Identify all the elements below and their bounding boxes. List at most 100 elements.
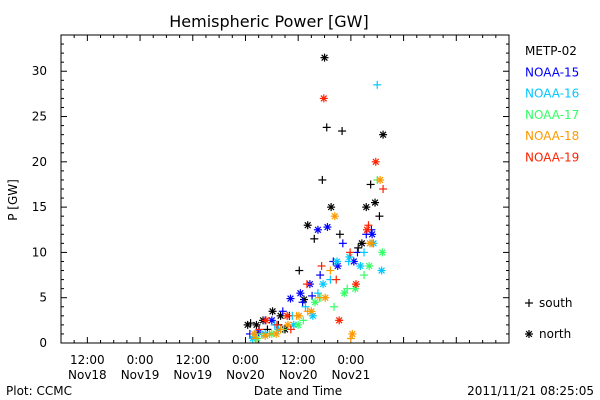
north-data-point — [357, 239, 366, 248]
north-data-point — [311, 298, 320, 307]
north-data-point — [294, 311, 303, 320]
north-data-point — [365, 239, 374, 248]
south-data-point — [525, 299, 533, 307]
x-tick-label: 0:00 — [232, 353, 259, 367]
north-data-point — [323, 223, 332, 232]
x-tick-date-label: Nov19 — [173, 368, 212, 382]
legend-series-label: NOAA-16 — [525, 87, 579, 101]
south-data-point — [366, 180, 375, 189]
south-data-point — [360, 271, 369, 280]
south-data-point — [299, 316, 308, 325]
south-data-point — [330, 302, 339, 311]
south-data-point — [302, 280, 311, 289]
x-tick-label: 12:00 — [70, 353, 105, 367]
south-data-point — [301, 302, 310, 311]
north-data-point — [371, 157, 380, 166]
south-data-point — [255, 325, 264, 334]
legend-symbol-label: north — [539, 327, 571, 341]
south-data-point — [346, 248, 355, 257]
north-data-point — [327, 203, 336, 212]
south-data-point — [360, 248, 369, 257]
north-data-point — [261, 331, 270, 340]
north-data-point — [371, 198, 380, 207]
plot-frame — [60, 34, 510, 344]
north-data-point — [252, 320, 261, 329]
north-data-point — [368, 230, 377, 239]
north-data-point — [272, 329, 281, 338]
north-data-point — [283, 311, 292, 320]
north-data-point — [335, 316, 344, 325]
south-data-point — [332, 275, 341, 284]
north-data-point — [243, 320, 252, 329]
south-data-point — [326, 266, 335, 275]
north-data-point — [330, 212, 339, 221]
south-data-point — [298, 298, 307, 307]
x-tick-label: 12:00 — [281, 353, 316, 367]
x-tick-label: 0:00 — [127, 353, 154, 367]
south-data-point — [272, 320, 281, 329]
x-tick-date-label: Nov19 — [121, 368, 160, 382]
data-points-layer — [243, 53, 388, 343]
north-data-point — [283, 320, 292, 329]
south-data-point — [343, 284, 352, 293]
x-tick-date-label: Nov21 — [332, 368, 371, 382]
south-data-point — [310, 234, 319, 243]
legend-series-label: METP-02 — [525, 44, 577, 58]
x-tick-date-label: Nov20 — [226, 368, 265, 382]
south-data-point — [344, 257, 353, 266]
north-data-point — [377, 266, 386, 275]
axes-layer: 05101520253012:00Nov180:00Nov1912:00Nov1… — [32, 34, 510, 382]
north-data-point — [356, 262, 365, 270]
legend-series-label: NOAA-17 — [525, 108, 579, 122]
south-data-point — [278, 307, 287, 316]
north-data-point — [378, 248, 387, 257]
north-data-point — [296, 289, 305, 298]
south-data-point — [276, 325, 285, 334]
legend-symbol-label: south — [539, 296, 573, 310]
north-data-point — [286, 294, 295, 303]
north-data-point — [319, 94, 328, 103]
south-data-point — [379, 185, 388, 193]
south-data-point — [373, 80, 382, 89]
north-data-point — [525, 330, 533, 338]
south-data-point — [316, 271, 325, 280]
legend-series-label: NOAA-18 — [525, 129, 579, 143]
y-tick-label: 15 — [32, 200, 47, 214]
north-data-point — [352, 280, 361, 289]
south-data-point — [318, 175, 327, 184]
y-tick-label: 20 — [32, 155, 47, 169]
y-tick-label: 10 — [32, 245, 47, 259]
south-data-point — [295, 266, 304, 275]
north-data-point — [340, 289, 349, 298]
north-data-point — [332, 257, 341, 266]
north-data-point — [319, 280, 328, 289]
x-tick-date-label: Nov20 — [279, 368, 318, 382]
north-data-point — [294, 320, 303, 329]
x-tick-label: 0:00 — [337, 353, 364, 367]
south-data-point — [317, 262, 326, 270]
chart-title: Hemispheric Power [GW] — [169, 12, 368, 31]
south-data-point — [322, 123, 331, 132]
y-tick-label: 30 — [32, 64, 47, 78]
plot-timestamp: 2011/11/21 08:25:05 — [467, 384, 594, 398]
north-data-point — [376, 175, 385, 184]
north-data-point — [362, 203, 371, 212]
plot-source-label: Plot: CCMC — [6, 384, 72, 398]
south-data-point — [375, 212, 384, 221]
y-tick-label: 25 — [32, 110, 47, 124]
y-axis-label: P [GW] — [6, 179, 20, 221]
south-data-point — [335, 230, 344, 239]
north-data-point — [362, 225, 371, 234]
x-tick-date-label: Nov18 — [68, 368, 107, 382]
north-data-point — [379, 130, 388, 139]
south-data-point — [308, 291, 317, 300]
south-data-point — [313, 289, 322, 298]
north-data-point — [268, 307, 277, 316]
y-tick-label: 0 — [39, 336, 47, 350]
south-data-point — [286, 325, 295, 334]
x-axis-label: Date and Time — [254, 384, 342, 398]
legend-series-label: NOAA-15 — [525, 65, 579, 79]
south-data-point — [338, 127, 347, 136]
north-data-point — [303, 221, 312, 230]
